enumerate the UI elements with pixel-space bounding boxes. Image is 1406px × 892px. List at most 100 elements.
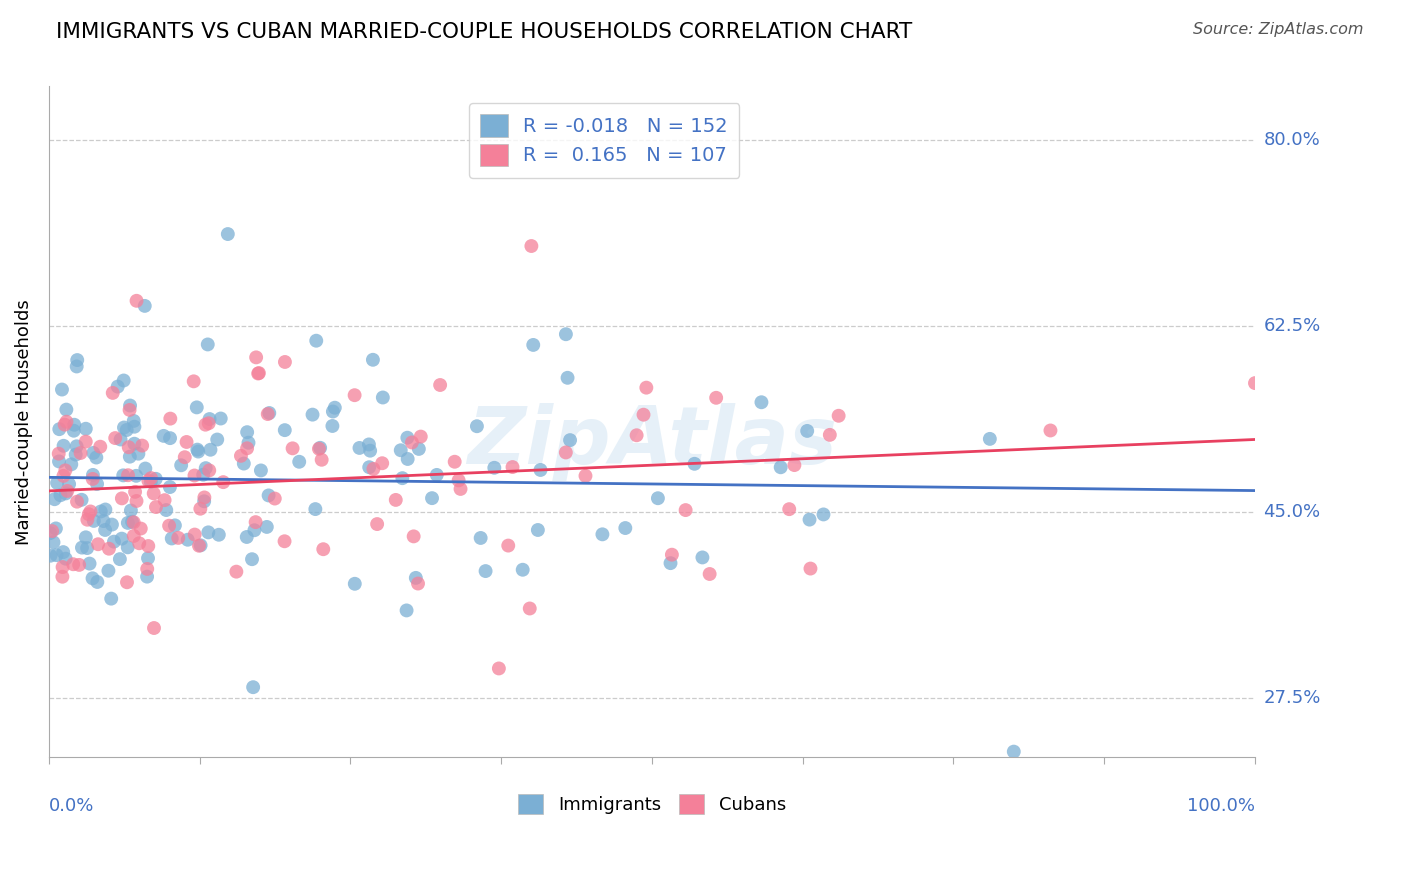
Point	[238, 435, 260, 450]
Point	[51, 570, 73, 584]
Point	[198, 463, 221, 477]
Point	[160, 532, 183, 546]
Point	[692, 550, 714, 565]
Point	[193, 467, 215, 482]
Point	[75, 422, 97, 436]
Point	[450, 482, 472, 496]
Point	[751, 395, 773, 409]
Point	[343, 388, 366, 402]
Text: 100.0%: 100.0%	[1187, 797, 1256, 815]
Point	[366, 517, 388, 532]
Point	[62, 424, 84, 438]
Point	[94, 523, 117, 537]
Point	[474, 564, 496, 578]
Point	[558, 433, 581, 447]
Point	[138, 474, 160, 488]
Point	[97, 541, 120, 556]
Point	[49, 488, 72, 502]
Point	[118, 450, 141, 464]
Point	[225, 565, 247, 579]
Point	[93, 514, 115, 528]
Point	[159, 480, 181, 494]
Point	[125, 293, 148, 308]
Point	[173, 450, 195, 465]
Point	[321, 419, 343, 434]
Point	[243, 523, 266, 537]
Point	[197, 416, 219, 430]
Point	[311, 452, 333, 467]
Point	[384, 492, 406, 507]
Point	[242, 680, 264, 694]
Point	[357, 437, 380, 451]
Point	[402, 529, 425, 543]
Point	[136, 539, 159, 553]
Point	[783, 458, 806, 472]
Point	[194, 461, 217, 475]
Point	[401, 435, 423, 450]
Point	[429, 378, 451, 392]
Text: 62.5%: 62.5%	[1264, 317, 1320, 334]
Point	[304, 502, 326, 516]
Point	[45, 548, 67, 562]
Point	[112, 468, 135, 483]
Point	[409, 429, 432, 443]
Point	[232, 457, 254, 471]
Point	[420, 491, 443, 505]
Point	[661, 548, 683, 562]
Point	[245, 351, 267, 365]
Point	[82, 472, 104, 486]
Point	[145, 472, 167, 486]
Point	[470, 531, 492, 545]
Point	[55, 551, 77, 566]
Point	[153, 493, 176, 508]
Point	[86, 574, 108, 589]
Point	[591, 527, 613, 541]
Point	[48, 454, 70, 468]
Point	[167, 531, 190, 545]
Point	[127, 447, 149, 461]
Point	[496, 539, 519, 553]
Point	[614, 521, 637, 535]
Point	[259, 406, 281, 420]
Point	[1039, 424, 1062, 438]
Point	[659, 556, 682, 570]
Point	[39, 526, 62, 541]
Point	[103, 534, 125, 549]
Point	[76, 541, 98, 555]
Point	[139, 475, 162, 489]
Point	[163, 518, 186, 533]
Point	[111, 491, 134, 506]
Point	[396, 431, 419, 445]
Text: Source: ZipAtlas.com: Source: ZipAtlas.com	[1194, 22, 1364, 37]
Point	[502, 460, 524, 475]
Point	[75, 434, 97, 449]
Point	[124, 436, 146, 450]
Point	[274, 355, 297, 369]
Point	[626, 428, 648, 442]
Point	[527, 523, 550, 537]
Point	[46, 475, 69, 490]
Point	[131, 439, 153, 453]
Point	[818, 428, 841, 442]
Point	[159, 431, 181, 445]
Point	[143, 621, 166, 635]
Point	[408, 442, 430, 456]
Point	[79, 557, 101, 571]
Point	[827, 409, 849, 423]
Point	[359, 443, 381, 458]
Point	[48, 447, 70, 461]
Point	[52, 469, 75, 483]
Text: 27.5%: 27.5%	[1264, 690, 1320, 707]
Point	[53, 463, 76, 477]
Point	[112, 420, 135, 434]
Point	[389, 443, 412, 458]
Point	[198, 412, 221, 426]
Point	[197, 337, 219, 351]
Point	[76, 513, 98, 527]
Point	[200, 442, 222, 457]
Point	[77, 507, 100, 521]
Point	[704, 391, 727, 405]
Point	[136, 562, 159, 576]
Point	[104, 431, 127, 445]
Point	[799, 561, 821, 575]
